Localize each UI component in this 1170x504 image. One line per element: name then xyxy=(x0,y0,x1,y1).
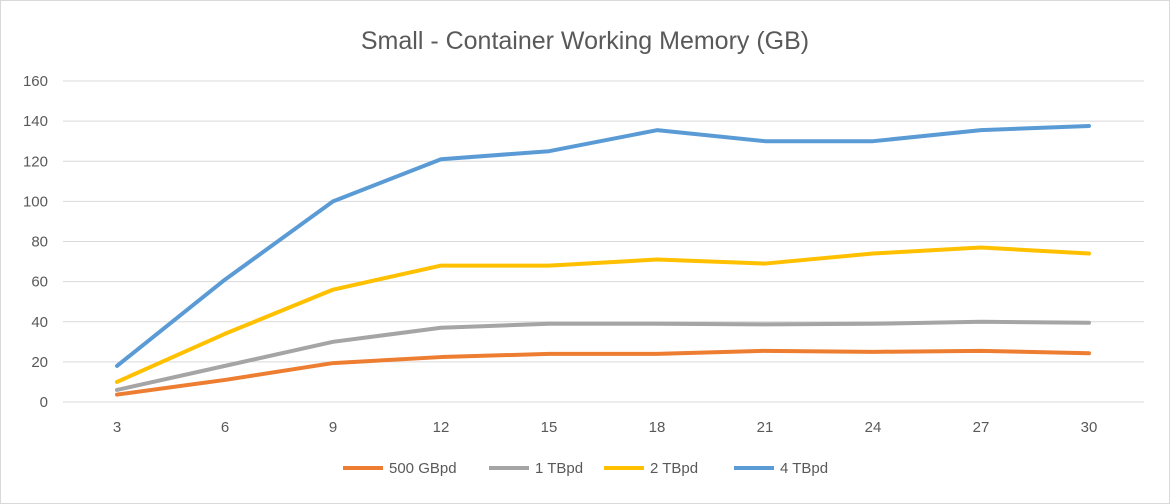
y-tick-label: 60 xyxy=(31,274,48,291)
x-tick-label: 6 xyxy=(221,419,229,436)
x-tick-label: 24 xyxy=(865,419,882,436)
series-line-2-tbpd xyxy=(115,245,1091,384)
y-tick-label: 40 xyxy=(31,314,48,331)
legend-label: 500 GBpd xyxy=(389,460,457,477)
x-tick-label: 9 xyxy=(329,419,337,436)
y-tick-label: 0 xyxy=(40,394,48,411)
y-tick-label: 100 xyxy=(23,193,48,210)
x-tick-label: 18 xyxy=(649,419,666,436)
y-tick-label: 20 xyxy=(31,354,48,371)
x-tick-label: 15 xyxy=(541,419,558,436)
y-tick-label: 80 xyxy=(31,234,48,251)
x-tick-label: 12 xyxy=(433,419,450,436)
series-lines xyxy=(115,123,1091,397)
y-tick-label: 140 xyxy=(23,113,48,130)
legend-label: 2 TBpd xyxy=(650,460,698,477)
y-axis-ticks: 0 20 40 60 80 100 120 140 160 xyxy=(23,73,48,411)
x-tick-label: 27 xyxy=(973,419,990,436)
y-tick-label: 160 xyxy=(23,73,48,90)
y-tick-label: 120 xyxy=(23,153,48,170)
x-tick-label: 3 xyxy=(113,419,121,436)
legend-label: 1 TBpd xyxy=(535,460,583,477)
chart-title: Small - Container Working Memory (GB) xyxy=(361,27,809,55)
legend: 500 GBpd 1 TBpd 2 TBpd 4 TBpd xyxy=(343,460,828,477)
series-line-1-tbpd xyxy=(115,319,1091,392)
x-tick-label: 30 xyxy=(1081,419,1098,436)
x-axis-ticks: 3 6 9 12 15 18 21 24 27 30 xyxy=(113,419,1098,436)
series-line-500-gbpd xyxy=(115,348,1091,397)
x-tick-label: 21 xyxy=(757,419,774,436)
series-line-4-tbpd xyxy=(115,123,1091,368)
legend-label: 4 TBpd xyxy=(780,460,828,477)
